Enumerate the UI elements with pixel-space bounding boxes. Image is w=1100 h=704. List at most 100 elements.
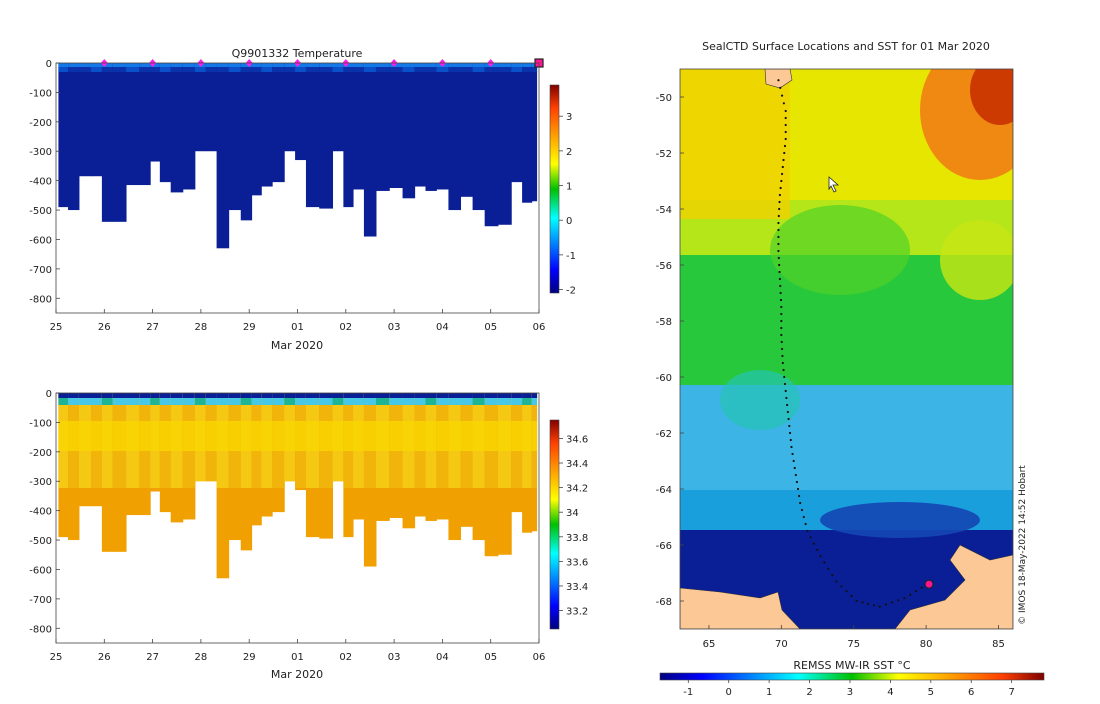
track-point	[777, 214, 780, 218]
track-point	[777, 249, 780, 253]
track-point	[897, 599, 900, 602]
profile-column	[182, 393, 196, 520]
track-point	[780, 172, 784, 176]
map-y-tick-label: -60	[656, 373, 672, 384]
x-tick-label: 29	[243, 322, 256, 333]
sst-colorbar-tick-label: 3	[847, 687, 853, 698]
track-point	[789, 438, 792, 442]
profile-column	[484, 393, 499, 557]
profile-column	[251, 63, 262, 196]
sst-colorbar-tick-label: 7	[1008, 687, 1014, 698]
x-tick-label: 26	[98, 652, 111, 663]
map-x-tick-label: 75	[847, 639, 860, 650]
x-tick-label: 02	[339, 652, 352, 663]
colorbar-tick-label: 1	[566, 182, 572, 193]
track-point	[778, 200, 781, 204]
y-tick-label: -800	[29, 294, 52, 305]
profile-column	[261, 63, 273, 187]
profile-column	[68, 393, 80, 541]
x-tick-label: 06	[533, 652, 546, 663]
sst-colorbar-label: REMSS MW-IR SST °C	[793, 659, 911, 672]
track-point	[788, 431, 792, 435]
map-y-tick-label: -50	[656, 93, 672, 104]
profile-column	[472, 393, 486, 541]
track-point	[786, 410, 789, 414]
y-tick-label: 0	[46, 59, 52, 70]
track-point	[793, 466, 796, 470]
y-tick-label: -100	[29, 88, 52, 99]
profile-column	[261, 393, 273, 517]
y-tick-label: -300	[29, 477, 52, 488]
profile-column	[448, 393, 462, 541]
profile-column	[295, 63, 307, 161]
profile-column	[319, 63, 334, 209]
track-point	[781, 361, 784, 365]
profile-column	[522, 393, 533, 533]
profile-column	[484, 63, 499, 227]
x-tick-label: 25	[50, 652, 63, 663]
map-x-tick-label: 65	[703, 639, 716, 650]
track-point	[809, 536, 812, 539]
profile-column	[363, 393, 377, 567]
profile-column	[389, 393, 404, 518]
map-y-tick-label: -58	[656, 317, 672, 328]
track-point	[786, 403, 789, 407]
track-point	[884, 603, 888, 606]
profile-column	[272, 63, 285, 183]
profile-column	[375, 63, 390, 191]
track-point	[780, 347, 784, 351]
track-point	[779, 86, 782, 89]
track-point	[790, 445, 793, 449]
profile-column	[414, 393, 426, 517]
track-point	[914, 590, 918, 593]
profile-column	[460, 63, 474, 197]
colorbar-tick-label: 34.6	[566, 434, 588, 445]
track-point	[835, 580, 838, 583]
sst-colorbar-tick-label: -1	[683, 687, 693, 698]
temperature-y-axis: 0 -100 -200 -300 -400 -500 -600 -700 -800	[29, 59, 60, 305]
track-point	[788, 424, 791, 428]
x-tick-label: 27	[146, 322, 159, 333]
colorbar-tick-label: 3	[566, 112, 572, 123]
track-point	[777, 79, 780, 82]
profile-column	[472, 63, 486, 211]
current-position-marker	[924, 579, 934, 589]
track-point	[784, 389, 787, 393]
y-tick-label: -800	[29, 624, 52, 635]
track-point	[780, 340, 783, 344]
sst-colorbar-tick-label: 6	[968, 687, 974, 698]
track-point	[783, 144, 787, 148]
track-point	[861, 601, 864, 604]
track-point	[777, 256, 780, 260]
track-point	[804, 522, 807, 526]
track-point	[780, 305, 783, 309]
profile-column	[182, 63, 196, 190]
temperature-profiles	[58, 63, 538, 249]
profile-column	[305, 393, 320, 538]
track-point	[780, 179, 783, 183]
profile-column	[414, 63, 426, 187]
profile-column	[448, 63, 462, 211]
profile-column	[139, 63, 151, 186]
x-tick-label: 26	[98, 322, 111, 333]
sst-field	[680, 69, 1013, 629]
track-point	[780, 319, 783, 323]
map-y-tick-label: -64	[656, 485, 672, 496]
map-y-tick-label: -66	[656, 541, 672, 552]
profile-column	[126, 393, 140, 516]
profile-column	[531, 393, 538, 532]
track-point	[796, 487, 800, 491]
track-point	[878, 605, 881, 608]
antarctic-coast-west	[680, 587, 801, 629]
track-point	[782, 368, 785, 372]
track-point	[777, 235, 780, 239]
colorbar-tick-label: 33.8	[566, 533, 588, 544]
salinity-xlabel: Mar 2020	[271, 668, 323, 681]
track-point	[806, 529, 809, 533]
x-tick-label: 27	[146, 652, 159, 663]
track-point	[840, 585, 843, 588]
map-x-tick-label: 85	[992, 639, 1005, 650]
track-point	[920, 586, 923, 589]
profile-column	[78, 63, 92, 177]
profile-column	[240, 393, 253, 551]
